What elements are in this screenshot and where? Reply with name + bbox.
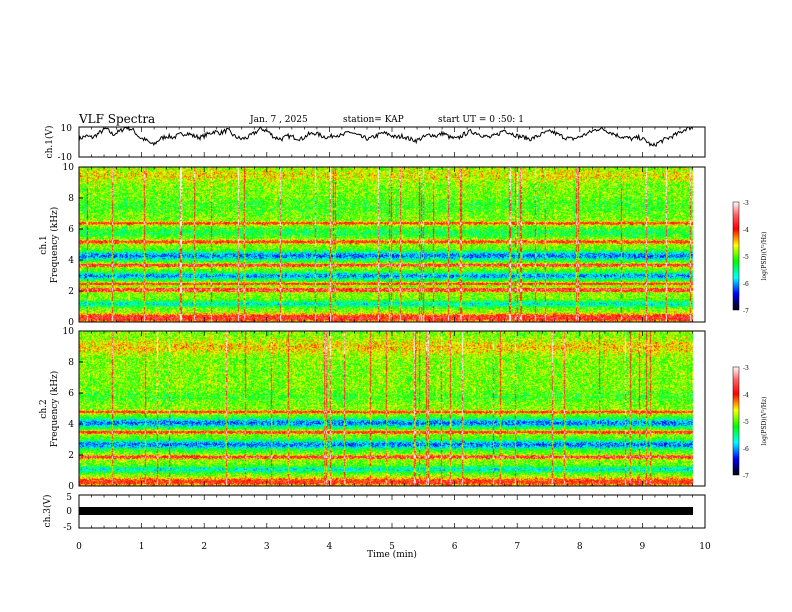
x-tick-label: 6	[452, 542, 458, 552]
x-tick-label: 10	[699, 542, 711, 552]
ch1-spec-ylabel: ch.1	[39, 235, 49, 254]
x-tick-label: 7	[514, 542, 520, 552]
ch2-colorbar: -3 -4 -5 -6 -7 log(PSD)(V²/Hz)	[732, 365, 768, 480]
spec-ytick-label: 10	[63, 327, 75, 337]
cb1-label: log(PSD)(V²/Hz)	[761, 232, 768, 281]
ch3-ytick-top: 5	[66, 493, 72, 503]
cb1-tick-5: -5	[743, 254, 749, 261]
spec-ytick-label: 8	[68, 358, 74, 368]
ch3-waveform-band	[79, 507, 693, 515]
cb2-tick-6: -6	[743, 446, 749, 453]
spec-ytick-label: 8	[68, 194, 74, 204]
ch3-ytick-mid: 0	[66, 507, 72, 517]
ch2-spec-ylabel: ch.2	[39, 399, 49, 418]
x-tick-marks	[78, 127, 706, 528]
cb2-tick-7: -7	[743, 473, 749, 480]
start-ut-label: start UT = 0 :50: 1	[438, 115, 524, 125]
x-tick-label: 1	[139, 542, 145, 552]
cb1-tick-7: -7	[743, 308, 749, 315]
ch2-spectrogram-panel: 0 2 4 6 8 10 ch.2 Frequency (kHz)	[39, 327, 706, 492]
x-tick-label: 5	[389, 542, 395, 552]
x-axis-label: Time (min)	[367, 549, 417, 560]
ch1-spectrogram-panel: 0 2 4 6 8 10 ch.1 Frequency (kHz)	[39, 163, 706, 328]
spec-ytick-label: 0	[68, 318, 74, 328]
ch1-waveform-line	[78, 125, 694, 147]
ch1-spec-ylabel-freq: Frequency (kHz)	[49, 207, 60, 284]
cb1-tick-6: -6	[743, 281, 749, 288]
spec-ytick-label: 2	[68, 287, 74, 297]
ch1-ytick-top: 10	[61, 124, 73, 134]
x-tick-label: 4	[327, 542, 333, 552]
x-tick-label: 0	[76, 542, 82, 552]
cb2-tick-3: -3	[743, 365, 749, 372]
ch3-ytick-bottom: -5	[63, 523, 72, 533]
x-tick-labels: 0 1 2 3 4 5 6 7 8 9 10	[76, 542, 711, 552]
figure-title: VLF Spectra	[78, 112, 155, 126]
spec-ytick-label: 6	[68, 225, 74, 235]
spec-ytick-label: 6	[68, 389, 74, 399]
cb1-tick-3: -3	[743, 200, 749, 207]
ch1-waveform-panel: 10 -10 ch.1(V)	[44, 124, 706, 163]
ch2-spectrogram-heatmap	[79, 331, 705, 486]
station-label: station= KAP	[343, 115, 404, 125]
spec-ytick-label: 10	[63, 163, 75, 173]
cb2-tick-4: -4	[743, 392, 749, 399]
spec-ytick-label: 4	[68, 420, 74, 430]
date-label: Jan. 7 , 2025	[249, 115, 308, 125]
ch1-ylabel: ch.1(V)	[44, 126, 55, 159]
x-tick-label: 2	[201, 542, 207, 552]
cb1-tick-4: -4	[743, 227, 749, 234]
cb2-tick-5: -5	[743, 419, 749, 426]
x-tick-label: 9	[640, 542, 646, 552]
ch1-ytick-bottom: -10	[58, 153, 73, 163]
ch3-ylabel: ch.3(V)	[42, 495, 53, 528]
x-tick-label: 8	[577, 542, 583, 552]
ch2-spec-ylabel-freq: Frequency (kHz)	[49, 371, 60, 448]
spec-ytick-label: 2	[68, 451, 74, 461]
ch1-colorbar: -3 -4 -5 -6 -7 log(PSD)(V²/Hz)	[732, 200, 768, 315]
spec-ytick-label: 0	[68, 482, 74, 492]
cb2-label: log(PSD)(V²/Hz)	[761, 397, 768, 446]
ch1-spectrogram-heatmap	[79, 167, 705, 322]
x-tick-label: 3	[264, 542, 270, 552]
spec-ytick-label: 4	[68, 256, 74, 266]
